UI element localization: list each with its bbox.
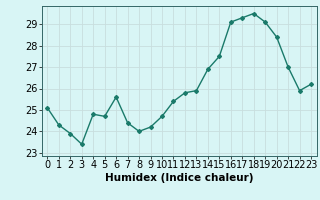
X-axis label: Humidex (Indice chaleur): Humidex (Indice chaleur) [105,173,253,183]
